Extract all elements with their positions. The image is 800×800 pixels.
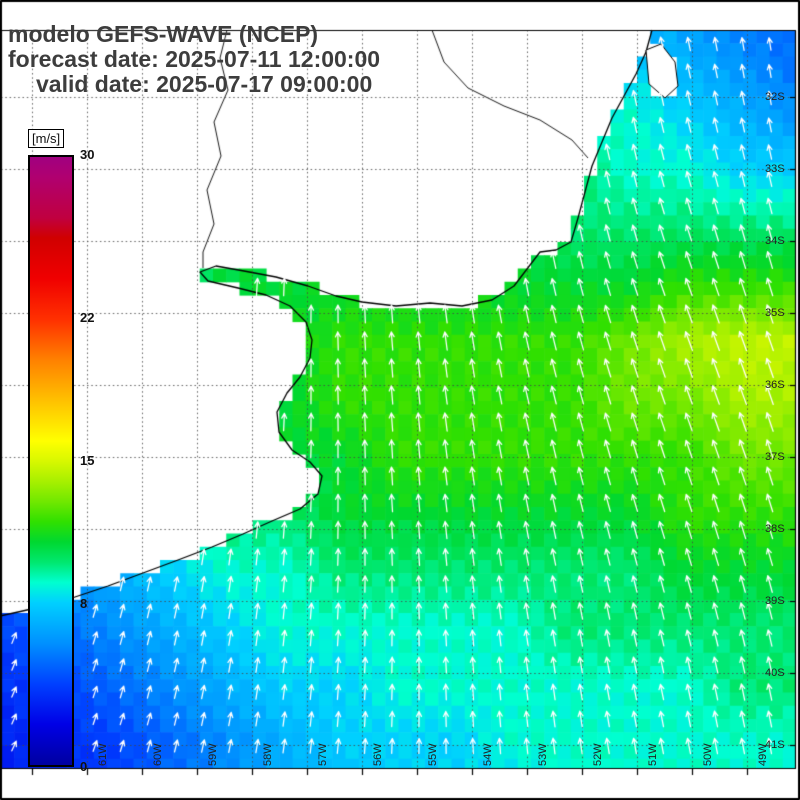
colorbar-tick: 22 xyxy=(80,310,95,326)
lon-label: 58W xyxy=(262,743,274,766)
lat-label: 33S xyxy=(765,163,785,175)
lat-label: 34S xyxy=(765,235,785,247)
lon-label: 53W xyxy=(537,743,549,766)
lat-label: 35S xyxy=(765,307,785,319)
lat-label: 40S xyxy=(765,667,785,679)
colorbar-tick: 8 xyxy=(80,595,88,611)
lat-label: 32S xyxy=(765,91,785,103)
lat-label: 36S xyxy=(765,379,785,391)
lon-label: 56W xyxy=(372,743,384,766)
colorbar-tick: 0 xyxy=(80,759,88,774)
lon-label: 55W xyxy=(427,743,439,766)
lat-label: 39S xyxy=(765,595,785,607)
lon-label: 49W xyxy=(757,743,769,766)
lon-label: 52W xyxy=(592,743,604,766)
lat-label: 37S xyxy=(765,451,785,463)
lon-label: 60W xyxy=(152,743,164,766)
colorbar-tick: 15 xyxy=(80,453,95,468)
lon-label: 50W xyxy=(702,743,714,766)
lon-label: 59W xyxy=(207,743,219,766)
lon-label: 51W xyxy=(647,743,659,766)
colorbar-unit-label: [m/s] xyxy=(28,129,65,148)
lon-label: 54W xyxy=(482,743,494,766)
colorbar-tick: 30 xyxy=(80,147,95,162)
lat-label: 41S xyxy=(765,739,785,751)
lon-label: 61W xyxy=(97,743,109,766)
lon-label: 57W xyxy=(317,743,329,766)
lat-label: 38S xyxy=(765,523,785,535)
colorbar xyxy=(28,155,74,767)
